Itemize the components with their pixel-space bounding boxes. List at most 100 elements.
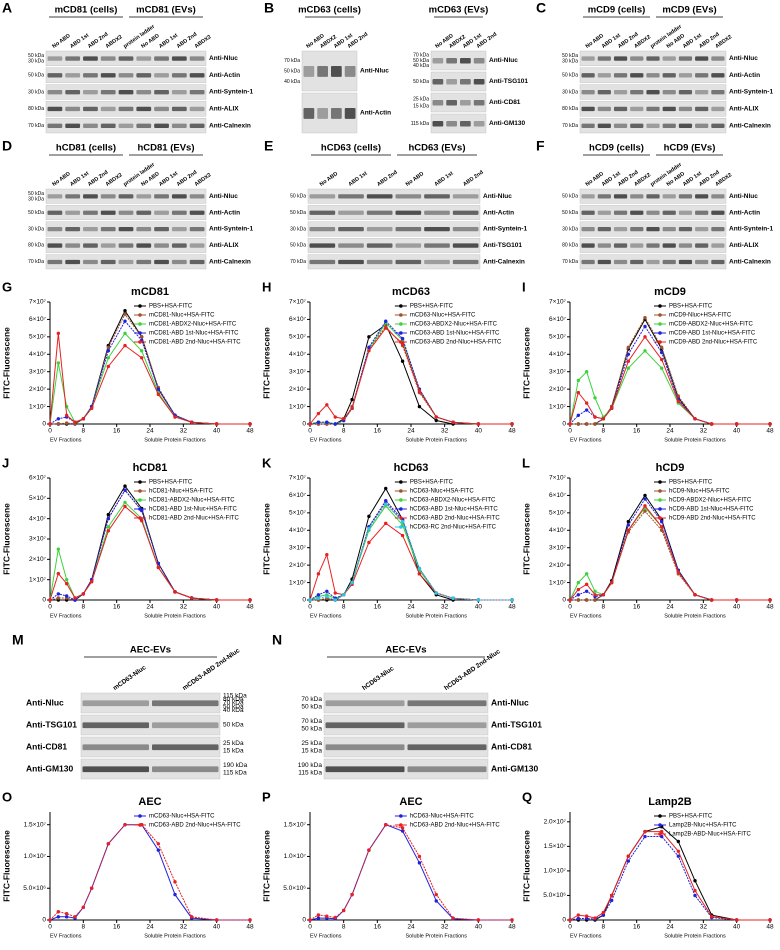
panel-letter: A bbox=[2, 0, 12, 16]
blot-band bbox=[581, 210, 595, 215]
legend-label: hCD81-Nluc+HSA-FITC bbox=[149, 489, 214, 495]
data-point bbox=[106, 349, 111, 353]
legend-label: PBS+HSA-FITC bbox=[149, 304, 193, 310]
y-tick-label: 0 bbox=[302, 917, 306, 924]
legend-marker bbox=[658, 507, 662, 511]
blot-band bbox=[424, 194, 450, 199]
lane-label: ABD 2nd bbox=[462, 170, 484, 188]
y-tick-label: 5×10⁷ bbox=[549, 334, 567, 341]
x-tick-label: 32 bbox=[441, 924, 449, 931]
legend-marker bbox=[658, 823, 662, 827]
data-point bbox=[584, 408, 589, 412]
y-tick-label: 5×10⁷ bbox=[29, 495, 47, 502]
y-tick-label: 2×10⁷ bbox=[549, 562, 567, 569]
data-point bbox=[56, 571, 61, 576]
kda-marker: 50 kDa bbox=[223, 722, 244, 729]
data-point bbox=[325, 594, 329, 599]
legend-marker bbox=[399, 823, 403, 827]
data-point bbox=[308, 918, 312, 922]
series-line bbox=[569, 831, 770, 921]
legend-label: mCD63-ABDX2-Nluc+HSA-FITC bbox=[410, 322, 498, 328]
data-point bbox=[510, 598, 514, 602]
blot-band bbox=[152, 700, 219, 707]
legend-label: mCD81-ABD 2nd-Nluc+HSA-FITC bbox=[149, 340, 241, 346]
series-line bbox=[569, 505, 770, 601]
data-point bbox=[73, 596, 77, 600]
lane-label: No ABD bbox=[51, 171, 71, 188]
legend-marker bbox=[658, 489, 662, 493]
soluble-label: Soluble Protein Fractions bbox=[144, 613, 206, 619]
data-point bbox=[173, 590, 177, 594]
y-tick-label: 2×10⁷ bbox=[29, 556, 47, 563]
blot-band bbox=[446, 99, 457, 106]
kda-marker: 25 kDa bbox=[223, 740, 244, 747]
data-point bbox=[584, 401, 589, 405]
y-tick-label: 7×10⁷ bbox=[549, 475, 567, 482]
antibody-label: Anti-Actin bbox=[360, 110, 391, 117]
blot-band bbox=[189, 194, 205, 199]
blot-title: mCD9 (EVs) bbox=[662, 5, 716, 16]
data-point bbox=[510, 422, 514, 426]
x-tick-label: 48 bbox=[508, 428, 516, 435]
blot-band bbox=[152, 722, 219, 729]
blot-band bbox=[678, 106, 693, 112]
blot-band bbox=[678, 259, 693, 265]
blot-band bbox=[613, 123, 628, 128]
blot-band bbox=[613, 89, 628, 95]
blot-band bbox=[695, 106, 709, 112]
x-tick-label: 16 bbox=[374, 924, 382, 931]
legend-label: hCD9-ABDX2-Nluc+HSA-FITC bbox=[669, 498, 752, 504]
x-tick-label: 24 bbox=[407, 604, 415, 611]
blot-strip bbox=[45, 205, 207, 220]
blot-band bbox=[83, 243, 98, 248]
data-point bbox=[123, 500, 127, 505]
data-point bbox=[56, 421, 61, 426]
panel-letter: B bbox=[264, 0, 274, 16]
kda-marker: 190 kDa bbox=[223, 762, 248, 769]
blot-band bbox=[432, 99, 444, 106]
data-point bbox=[609, 580, 614, 585]
y-tick-label: 2.0×10⁷ bbox=[544, 819, 567, 826]
x-tick-label: 8 bbox=[82, 604, 86, 611]
legend-marker bbox=[399, 331, 403, 335]
data-point bbox=[434, 418, 438, 423]
kda-marker: 30 kDa bbox=[28, 226, 44, 232]
blot-band bbox=[613, 106, 628, 112]
legend-label: mCD63-ABD 2nd-Nluc+HSA-FITC bbox=[149, 823, 241, 829]
blot-band bbox=[662, 73, 676, 78]
data-point bbox=[350, 580, 354, 585]
blot-band bbox=[452, 227, 479, 232]
data-point bbox=[451, 420, 455, 424]
antibody-label: Anti-Actin bbox=[209, 209, 240, 216]
blot-band bbox=[630, 210, 644, 215]
blot-band bbox=[695, 227, 709, 232]
data-point bbox=[341, 593, 346, 597]
soluble-label: Soluble Protein Fractions bbox=[664, 933, 726, 939]
data-point bbox=[89, 886, 94, 890]
x-tick-label: 40 bbox=[213, 604, 221, 611]
legend-label: mCD81-Nluc+HSA-FITC bbox=[149, 313, 215, 319]
data-point bbox=[593, 593, 597, 597]
kda-marker: 30 kDa bbox=[290, 226, 306, 232]
data-point bbox=[64, 421, 69, 425]
data-point bbox=[676, 839, 681, 844]
soluble-label: Soluble Protein Fractions bbox=[664, 437, 726, 443]
data-point bbox=[106, 525, 111, 529]
y-tick-label: 6×10⁷ bbox=[289, 492, 307, 499]
kda-marker: 70 kDa bbox=[223, 700, 244, 707]
blot-band bbox=[309, 227, 336, 232]
blot-band bbox=[630, 56, 644, 61]
data-point bbox=[576, 422, 581, 426]
data-point bbox=[584, 572, 589, 576]
data-point bbox=[384, 502, 388, 506]
legend-label: hCD9-ABD 2nd-Nluc+HSA-FITC bbox=[669, 516, 756, 522]
data-point bbox=[89, 406, 94, 411]
blot-band bbox=[695, 210, 709, 215]
y-tick-label: 5.0×10⁶ bbox=[23, 885, 46, 892]
legend-label: hCD63-ABD 2nd-Nluc+HSA-FITC bbox=[410, 823, 501, 829]
blot-band bbox=[395, 243, 422, 248]
panel-letter: I bbox=[522, 279, 526, 294]
kda-marker: 40 kDa bbox=[284, 79, 300, 85]
chart-title: AEC bbox=[138, 796, 161, 808]
soluble-label: Soluble Protein Fractions bbox=[664, 613, 726, 619]
